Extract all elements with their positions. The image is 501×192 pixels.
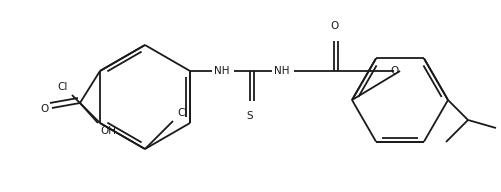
Text: NH: NH [213,66,229,76]
Text: O: O [389,66,397,76]
Text: O: O [41,104,49,114]
Text: S: S [246,111,253,121]
Text: O: O [329,21,338,31]
Text: Cl: Cl [177,108,187,118]
Text: NH: NH [274,66,289,76]
Text: OH: OH [100,126,116,136]
Text: Cl: Cl [58,82,68,92]
